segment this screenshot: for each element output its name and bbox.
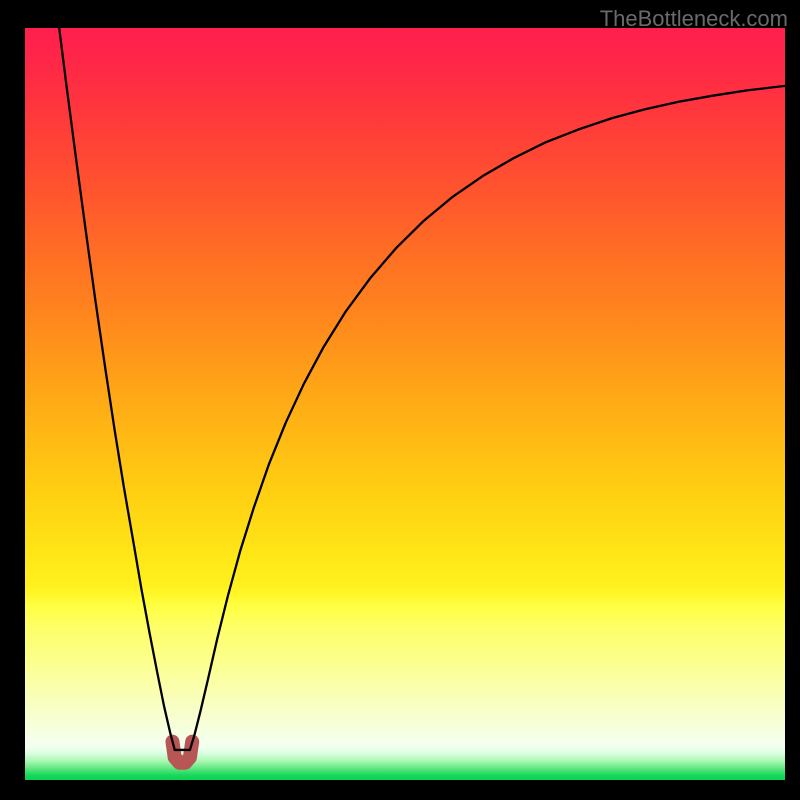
chart-background bbox=[25, 28, 785, 780]
plot-area bbox=[25, 28, 785, 780]
chart-svg bbox=[25, 28, 785, 780]
figure-container: TheBottleneck.com bbox=[0, 0, 800, 800]
